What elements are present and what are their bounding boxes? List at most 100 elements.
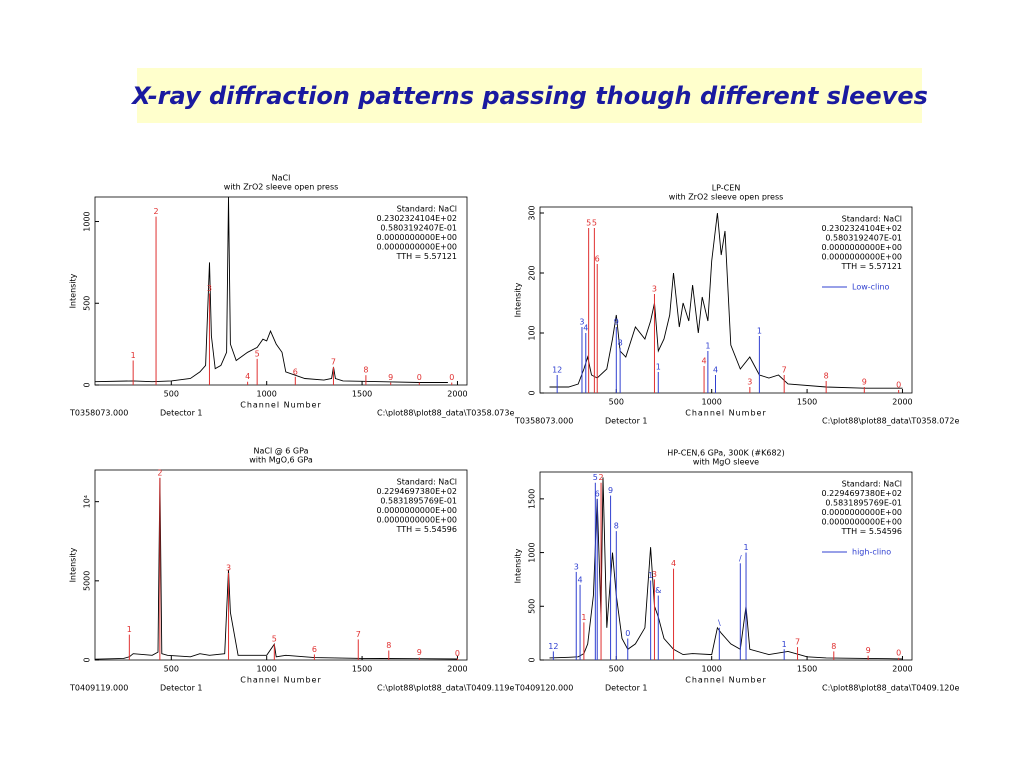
info-text: Standard: NaCl — [842, 215, 902, 224]
chart-subtitle: with ZrO2 sleeve open press — [669, 193, 784, 202]
y-axis-label: Intensity — [514, 282, 523, 317]
stick-label: 3 — [747, 378, 752, 387]
y-axis-label: Intensity — [514, 548, 523, 583]
info-text: 0.0000000000E+00 — [822, 508, 902, 517]
y-axis-label: Intensity — [69, 547, 78, 582]
stick-label: 6 — [595, 255, 600, 264]
stick-label: 6 — [595, 489, 600, 498]
y-tick-label: 0 — [83, 657, 92, 662]
stick-label: 5 — [592, 219, 597, 228]
footer-text: C:\plot88\plot88_data\T0409.120e — [822, 684, 959, 693]
stick-label: 1 — [782, 640, 787, 649]
chart-title: HP-CEN,6 GPa, 300K (#K682) — [667, 449, 785, 458]
y-tick-label: 1000 — [528, 542, 537, 562]
footer-text: Detector 1 — [605, 417, 648, 426]
stick-label: 1 — [648, 571, 653, 580]
x-tick-label: 1500 — [797, 665, 817, 674]
footer-text: T0358073.000 — [514, 417, 573, 426]
stick-label: 9 — [388, 373, 393, 382]
info-text: 0.2294697380E+02 — [822, 489, 902, 498]
y-tick-label: 200 — [528, 265, 537, 280]
stick-label: 3 — [579, 318, 584, 327]
footer-text: Detector 1 — [160, 409, 203, 418]
stick-label: 4 — [702, 357, 707, 366]
footer-text: Detector 1 — [160, 684, 203, 693]
footer-text: C:\plot88\plot88_data\T0409.119e — [377, 684, 514, 693]
x-tick-label: 1500 — [797, 398, 817, 407]
x-tick-label: 1000 — [257, 390, 277, 399]
y-tick-label: 10⁴ — [83, 495, 92, 508]
x-tick-label: 2000 — [447, 665, 467, 674]
stick-label: 9 — [608, 486, 613, 495]
info-text: Standard: NaCl — [397, 205, 457, 214]
chart-subtitle: with MgO,6 GPa — [249, 456, 313, 465]
y-tick-label: 500 — [83, 296, 92, 311]
stick-label: 2 — [153, 207, 158, 216]
stick-label: 9 — [862, 378, 867, 387]
stick-label: 0 — [449, 373, 454, 382]
footer-text: C:\plot88\plot88_data\T0358.073e — [377, 409, 514, 418]
info-text: 0.5831895769E-01 — [380, 497, 457, 506]
stick-label: 1 — [743, 543, 748, 552]
plot-frame — [539, 471, 913, 661]
stick-label: 4 — [578, 575, 583, 584]
stick-label: 1 — [581, 613, 586, 622]
stick-label: 4 — [713, 366, 718, 375]
chart-title: LP-CEN — [712, 184, 741, 193]
footer-text: Detector 1 — [605, 684, 648, 693]
info-text: 0.0000000000E+00 — [377, 516, 457, 525]
info-text: 0.0000000000E+00 — [822, 243, 902, 252]
x-tick-label: 2000 — [892, 398, 912, 407]
stick-label: 4 — [245, 372, 250, 381]
y-tick-label: 300 — [528, 205, 537, 220]
stick-label: & — [655, 586, 661, 595]
info-text: TTH = 5.57121 — [840, 262, 902, 271]
stick-label: 5 — [586, 219, 591, 228]
info-text: 0.0000000000E+00 — [822, 518, 902, 527]
info-text: 0.5831895769E-01 — [825, 499, 902, 508]
stick-label: 8 — [831, 642, 836, 651]
plot-frame — [539, 206, 913, 394]
stick-label: 0 — [455, 649, 460, 658]
info-text: 0.2302324104E+02 — [377, 214, 457, 223]
stick-label: 1 — [705, 342, 710, 351]
stick-label: 6 — [312, 645, 317, 654]
stick-label: 8 — [386, 641, 391, 650]
x-axis-label: Channel Number — [685, 676, 767, 685]
stick-label: 7 — [356, 630, 361, 639]
stick-label: / — [739, 554, 742, 563]
title-box — [137, 68, 922, 123]
stick-label: 7 — [331, 358, 336, 367]
chart-subtitle: with MgO sleeve — [693, 458, 759, 467]
y-tick-label: 1500 — [528, 489, 537, 509]
stick-label: 1 — [131, 351, 136, 360]
spectrum-line — [549, 212, 903, 389]
stick-label: 3 — [207, 284, 212, 293]
stick-label: 3 — [226, 563, 231, 572]
x-tick-label: 1000 — [702, 665, 722, 674]
x-tick-label: 1500 — [352, 390, 372, 399]
y-axis-label: Intensity — [69, 273, 78, 308]
stick-label: 3 — [574, 562, 579, 571]
stick-label: 4 — [671, 559, 676, 568]
y-tick-label: 5000 — [83, 571, 92, 591]
footer-text: C:\plot88\plot88_data\T0358.072e — [822, 417, 959, 426]
info-text: 0.0000000000E+00 — [822, 253, 902, 262]
y-tick-label: 0 — [528, 390, 537, 395]
plot-frame — [94, 196, 468, 386]
legend-label: Low-clino — [852, 283, 890, 292]
x-tick-label: 2000 — [892, 665, 912, 674]
spectrum-line — [94, 477, 458, 660]
stick-label: 7 — [795, 638, 800, 647]
stick-label: 8 — [363, 366, 368, 375]
info-text: TTH = 5.54596 — [840, 527, 902, 536]
slide-title: X-ray diffraction patterns passing thoug… — [130, 82, 928, 110]
stick-label: 1 — [656, 363, 661, 372]
stick-label: 5 — [272, 635, 277, 644]
stick-label: 7 — [782, 366, 787, 375]
info-text: Standard: NaCl — [397, 478, 457, 487]
info-text: TTH = 5.54596 — [395, 525, 457, 534]
stick-label: 6 — [293, 367, 298, 376]
x-tick-label: 1000 — [257, 665, 277, 674]
y-tick-label: 100 — [528, 325, 537, 340]
